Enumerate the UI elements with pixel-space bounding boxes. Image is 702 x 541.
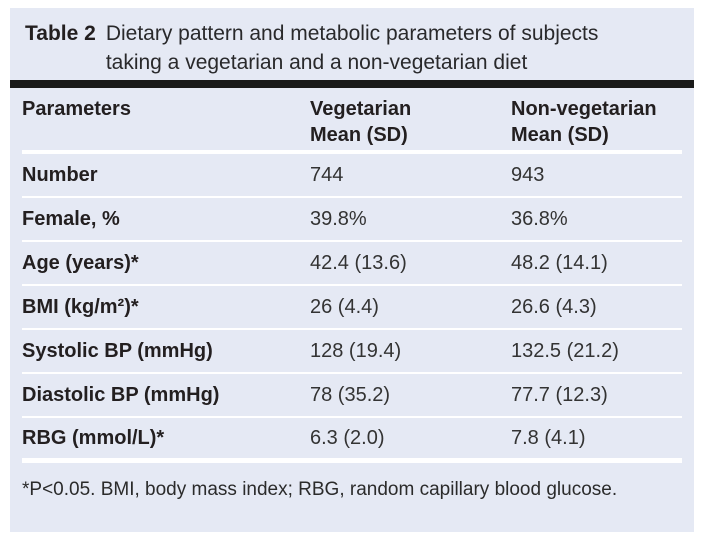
table-caption: Table 2 Dietary pattern and metabolic pa… [10, 8, 694, 80]
cell-vegetarian-value: 128 (19.4) [310, 339, 402, 362]
cell-parameter: BMI (kg/m²)* [22, 295, 139, 318]
cell-vegetarian-value: 6.3 (2.0) [310, 426, 385, 449]
cell-vegetarian-value: 26 (4.4) [310, 295, 379, 318]
cell-parameter: RBG (mmol/L)* [22, 426, 165, 449]
cell-non-vegetarian-value: 943 [511, 163, 545, 186]
table-caption-label: Table 2 [25, 22, 96, 45]
table-2-panel: Table 2 Dietary pattern and metabolic pa… [10, 8, 694, 532]
table-row-rbg: RBG (mmol/L)* 6.3 (2.0) 7.8 (4.1) [22, 418, 682, 463]
caption-divider-rule [10, 80, 694, 88]
cell-non-vegetarian-value: 132.5 (21.2) [511, 339, 619, 362]
cell-vegetarian-value: 78 (35.2) [310, 383, 391, 406]
cell-parameter: Systolic BP (mmHg) [22, 339, 213, 362]
column-header-sublabel: Mean (SD) [310, 124, 408, 146]
table-row-number: Number 744 943 [22, 154, 682, 198]
table-row-age: Age (years)* 42.4 (13.6) 48.2 (14.1) [22, 242, 682, 286]
column-header-label: Parameters [22, 98, 131, 120]
table-row-systolic-bp: Systolic BP (mmHg) 128 (19.4) 132.5 (21.… [22, 330, 682, 374]
cell-non-vegetarian-value: 48.2 (14.1) [511, 251, 608, 274]
column-header-non-vegetarian: Non-vegetarian Mean (SD) [511, 96, 682, 150]
cell-non-vegetarian-value: 36.8% [511, 207, 568, 230]
table-caption-text: Dietary pattern and metabolic parameters… [105, 22, 599, 74]
column-header-label: Non-vegetarian [511, 98, 657, 120]
cell-vegetarian-value: 42.4 (13.6) [310, 251, 407, 274]
cell-non-vegetarian-value: 7.8 (4.1) [511, 426, 586, 449]
cell-non-vegetarian-value: 26.6 (4.3) [511, 295, 597, 318]
column-header-sublabel: Mean (SD) [511, 124, 609, 146]
table-row-female-percent: Female, % 39.8% 36.8% [22, 198, 682, 242]
column-header-vegetarian: Vegetarian Mean (SD) [310, 96, 511, 150]
cell-parameter: Diastolic BP (mmHg) [22, 383, 220, 406]
column-header-label: Vegetarian [310, 98, 412, 120]
cell-parameter: Female, % [22, 207, 120, 230]
cell-parameter: Number [22, 163, 98, 186]
cell-vegetarian-value: 744 [310, 163, 344, 186]
cell-non-vegetarian-value: 77.7 (12.3) [511, 383, 608, 406]
cell-parameter: Age (years)* [22, 251, 139, 274]
table-header-row: Parameters Vegetarian Mean (SD) Non-vege… [22, 88, 682, 154]
table-body: Number 744 943 Female, % 39.8% 36.8% Age… [10, 154, 694, 463]
table-footnote: *P<0.05. BMI, body mass index; RBG, rand… [22, 479, 618, 500]
table-row-diastolic-bp: Diastolic BP (mmHg) 78 (35.2) 77.7 (12.3… [22, 374, 682, 418]
cell-vegetarian-value: 39.8% [310, 207, 367, 230]
table-row-bmi: BMI (kg/m²)* 26 (4.4) 26.6 (4.3) [22, 286, 682, 330]
column-header-parameters: Parameters [22, 96, 310, 150]
